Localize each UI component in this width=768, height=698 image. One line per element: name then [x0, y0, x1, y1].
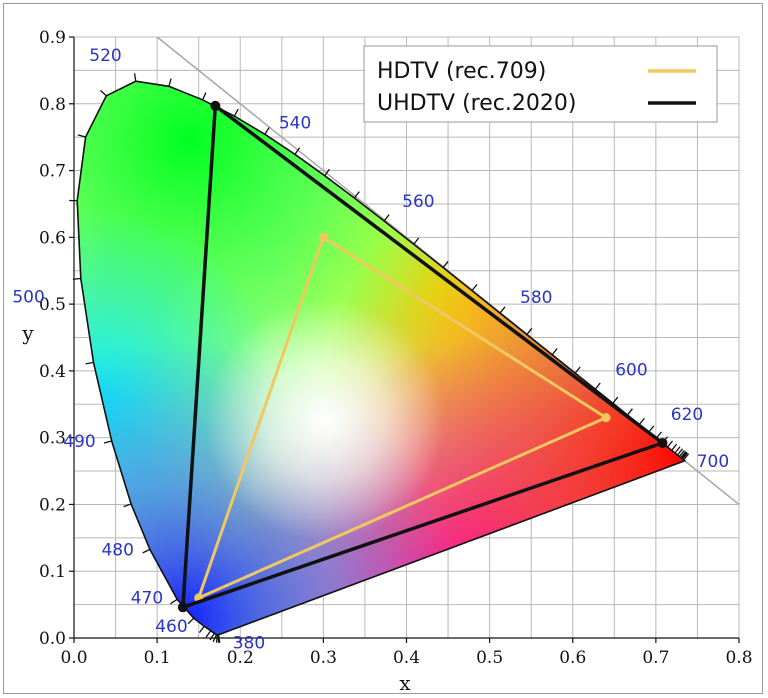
locus-tick — [471, 283, 478, 292]
y-tick-label: 0.5 — [39, 295, 66, 315]
gamut-triangles — [177, 100, 668, 613]
locus-tick — [198, 625, 205, 633]
locus-tick — [499, 306, 506, 314]
y-tick-label: 0.1 — [39, 562, 66, 582]
wavelength-label: 520 — [89, 46, 121, 66]
locus-tick — [209, 633, 215, 641]
x-tick-label: 0.1 — [144, 648, 171, 668]
wavelength-label: 620 — [671, 405, 703, 425]
primary-point — [657, 438, 668, 449]
y-tick-label: 0.8 — [39, 95, 66, 115]
y-tick-label: 0.0 — [39, 629, 66, 649]
x-tick-label: 0.2 — [227, 648, 254, 668]
locus-tick — [671, 443, 678, 451]
locus-tick — [205, 630, 212, 638]
locus-tick — [681, 452, 688, 460]
y-axis-ticks: 0.0 0.1 0.2 0.3 0.4 0.5 0.6 0.7 0.8 0.9 — [39, 28, 74, 649]
locus-tick — [187, 617, 195, 625]
locus-tick — [413, 237, 420, 245]
wavelength-label: 500 — [12, 287, 44, 307]
wavelength-label: 540 — [279, 113, 311, 133]
y-tick-label: 0.9 — [39, 28, 66, 48]
locus-tick — [383, 214, 390, 222]
locus-tick — [683, 453, 690, 461]
chart-frame — [3, 3, 763, 694]
locus-tick — [202, 92, 207, 101]
locus-tick — [133, 73, 137, 82]
locus-tick — [612, 396, 619, 404]
locus-tick — [526, 327, 533, 335]
y-axis-title: y — [21, 321, 34, 345]
locus-tick — [142, 548, 151, 554]
locus-tick — [574, 366, 581, 374]
locus-tick — [85, 361, 94, 365]
x-tick-label: 0.5 — [476, 648, 503, 668]
locus-tick — [667, 440, 674, 448]
locus-tick — [442, 260, 449, 268]
wavelength-tick-marks — [69, 73, 690, 643]
x-tick-label: 0.4 — [393, 648, 420, 668]
wavelength-label: 600 — [615, 360, 647, 380]
locus-tick — [681, 451, 688, 459]
locus-tick — [233, 108, 239, 117]
locus-tick — [168, 78, 172, 87]
primary-point — [601, 413, 611, 423]
x-axis-ticks: 0.0 0.1 0.2 0.3 0.4 0.5 0.6 0.7 0.8 — [60, 638, 753, 668]
x-tick-label: 0.8 — [725, 648, 752, 668]
x-tick-label: 0.6 — [559, 648, 586, 668]
legend-box — [363, 45, 718, 123]
locus-tick — [170, 598, 178, 605]
locus-tick — [676, 448, 684, 456]
locus-tick — [551, 348, 558, 356]
locus-tick — [103, 440, 112, 444]
locus-tick — [215, 634, 219, 643]
y-tick-label: 0.4 — [39, 362, 66, 382]
locus-tick — [638, 417, 645, 425]
wavelength-label: 480 — [101, 540, 133, 560]
legend-label-hdtv: HDTV (rec.709) — [377, 59, 546, 84]
locus-tick — [77, 134, 86, 138]
locus-tick — [123, 503, 132, 508]
locus-tick — [678, 449, 685, 457]
y-tick-label: 0.3 — [39, 429, 66, 449]
locus-tick — [648, 425, 655, 433]
primary-point — [177, 602, 188, 613]
wavelength-label: 580 — [520, 288, 552, 308]
primary-point — [210, 100, 221, 111]
locus-tick — [680, 451, 687, 459]
locus-tick — [353, 191, 360, 199]
locus-tick — [674, 446, 681, 454]
y-tick-label: 0.6 — [39, 228, 66, 248]
locus-tick — [294, 147, 301, 155]
wavelength-label: 460 — [155, 617, 187, 637]
y-tick-label: 0.2 — [39, 495, 66, 515]
x-tick-label: 0.7 — [642, 648, 669, 668]
locus-tick — [594, 382, 601, 390]
gamut-triangle-uhdtv — [181, 104, 665, 610]
legend-label-uhdtv: UHDTV (rec.2020) — [377, 91, 576, 116]
primary-point — [318, 232, 328, 242]
wavelength-label: 380 — [233, 634, 265, 654]
locus-tick — [324, 168, 330, 177]
x-tick-label: 0.3 — [310, 648, 337, 668]
y-tick-label: 0.7 — [39, 162, 66, 182]
wavelength-label: 700 — [697, 452, 729, 472]
wavelength-label: 490 — [63, 432, 95, 452]
legend: HDTV (rec.709) UHDTV (rec.2020) — [363, 45, 718, 123]
wavelength-label: 470 — [131, 588, 163, 608]
locus-tick — [626, 408, 633, 416]
locus-tick — [264, 127, 270, 135]
wavelength-label: 560 — [402, 192, 434, 212]
x-tick-label: 0.0 — [60, 648, 87, 668]
locus-tick — [99, 89, 107, 97]
gamut-triangle-hdtv — [197, 235, 608, 600]
wavelength-labels: 380 460 470 480 490 500 520 540 560 580 600 620 700 — [12, 46, 729, 653]
locus-tick — [217, 634, 220, 643]
x-axis-title: x — [399, 671, 411, 695]
